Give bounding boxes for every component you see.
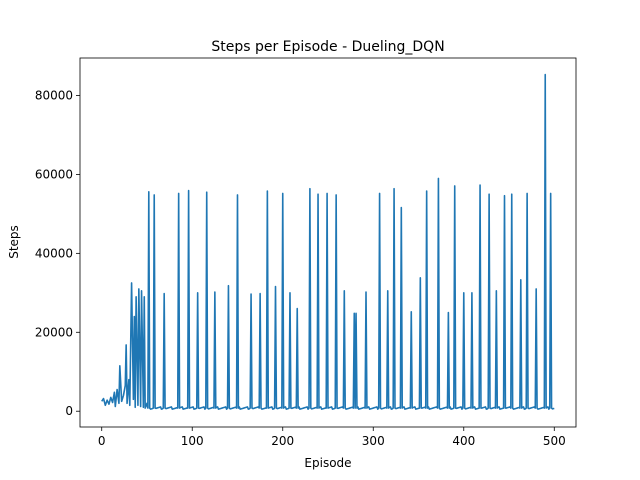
y-axis-title: Steps	[7, 225, 21, 259]
x-tick-label: 400	[452, 434, 475, 448]
y-tick-label: 40000	[35, 246, 73, 260]
series-layer	[101, 73, 555, 410]
y-axis: 0 20000 40000 60000 80000	[35, 88, 80, 418]
x-tick-label: 500	[543, 434, 566, 448]
x-axis-title: Episode	[304, 456, 351, 470]
chart-title: Steps per Episode - Dueling_DQN	[211, 39, 444, 55]
series-line	[101, 73, 555, 410]
axes-frame	[79, 57, 577, 428]
x-tick-label: 100	[181, 434, 204, 448]
x-tick-label: 0	[98, 434, 106, 448]
x-axis: 0 100 200 300 400 500	[98, 427, 566, 448]
y-tick-label: 60000	[35, 167, 73, 181]
y-tick-label: 0	[65, 404, 73, 418]
x-tick-label: 300	[362, 434, 385, 448]
x-tick-label: 200	[271, 434, 294, 448]
y-tick-label: 80000	[35, 88, 73, 102]
plot-area	[79, 57, 577, 428]
y-tick-label: 20000	[35, 325, 73, 339]
